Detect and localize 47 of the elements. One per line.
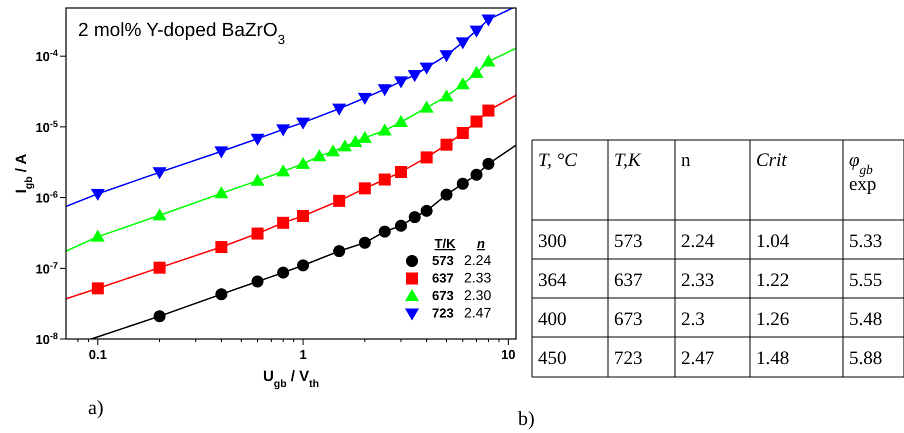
annotation: 2.47: [464, 304, 492, 320]
annotation: 2.30: [464, 287, 492, 303]
text: 1.04: [756, 231, 790, 252]
x-axis-title: U$_{gb}$ / V$_{th}$: [262, 368, 320, 390]
category-label: T,K: [614, 150, 642, 171]
y-tick-label: 10$^{-7}$: [35, 260, 58, 276]
text: 673: [614, 309, 642, 330]
text: 637: [614, 270, 642, 291]
category-label: φ$_{gb}$ exp: [849, 150, 876, 195]
y-tick-label: 10$^{-4}$: [35, 48, 59, 64]
category-label: T, °C: [538, 150, 578, 171]
x-tick-label: 1: [299, 347, 307, 362]
annotation: n: [477, 236, 486, 251]
category-label: n: [681, 150, 691, 171]
text: 5.48: [849, 309, 882, 330]
text: b): [518, 408, 535, 430]
text: 2.47: [681, 348, 714, 369]
legend-label: 723: [432, 306, 454, 320]
y-tick-label: 10$^{-6}$: [35, 190, 58, 206]
text: 1.26: [756, 309, 790, 330]
x-tick-label: 10: [501, 347, 516, 362]
legend-label: 673: [432, 288, 454, 303]
legend-label: 573: [432, 253, 454, 268]
annotation: 2.33: [464, 270, 492, 286]
text: 5.88: [849, 348, 882, 369]
y-tick-label: 10$^{-8}$: [35, 331, 58, 347]
text: 723: [614, 348, 642, 369]
text: 400: [538, 309, 566, 330]
legend-label: 637: [432, 270, 454, 286]
annotation: 2.24: [464, 252, 492, 268]
text: 450: [538, 348, 566, 369]
text: a): [88, 397, 104, 419]
text: 364: [538, 270, 567, 291]
text: 300: [538, 231, 566, 252]
text: 573: [614, 231, 642, 252]
text: 2 mol% Y-doped BaZrO$_{3}$: [78, 20, 286, 46]
text: 5.33: [849, 231, 882, 252]
y-tick-label: 10$^{-5}$: [35, 118, 58, 135]
text: 2.24: [681, 231, 715, 252]
text: 2.3: [681, 309, 705, 330]
legend-title: T/K: [434, 236, 456, 251]
text: 2.33: [681, 270, 714, 291]
x-tick-label: 0.1: [88, 347, 107, 362]
text: 1.22: [756, 270, 790, 291]
category-label: Crit: [756, 150, 788, 171]
text: 5.55: [849, 270, 882, 291]
text: 1.48: [756, 348, 790, 369]
